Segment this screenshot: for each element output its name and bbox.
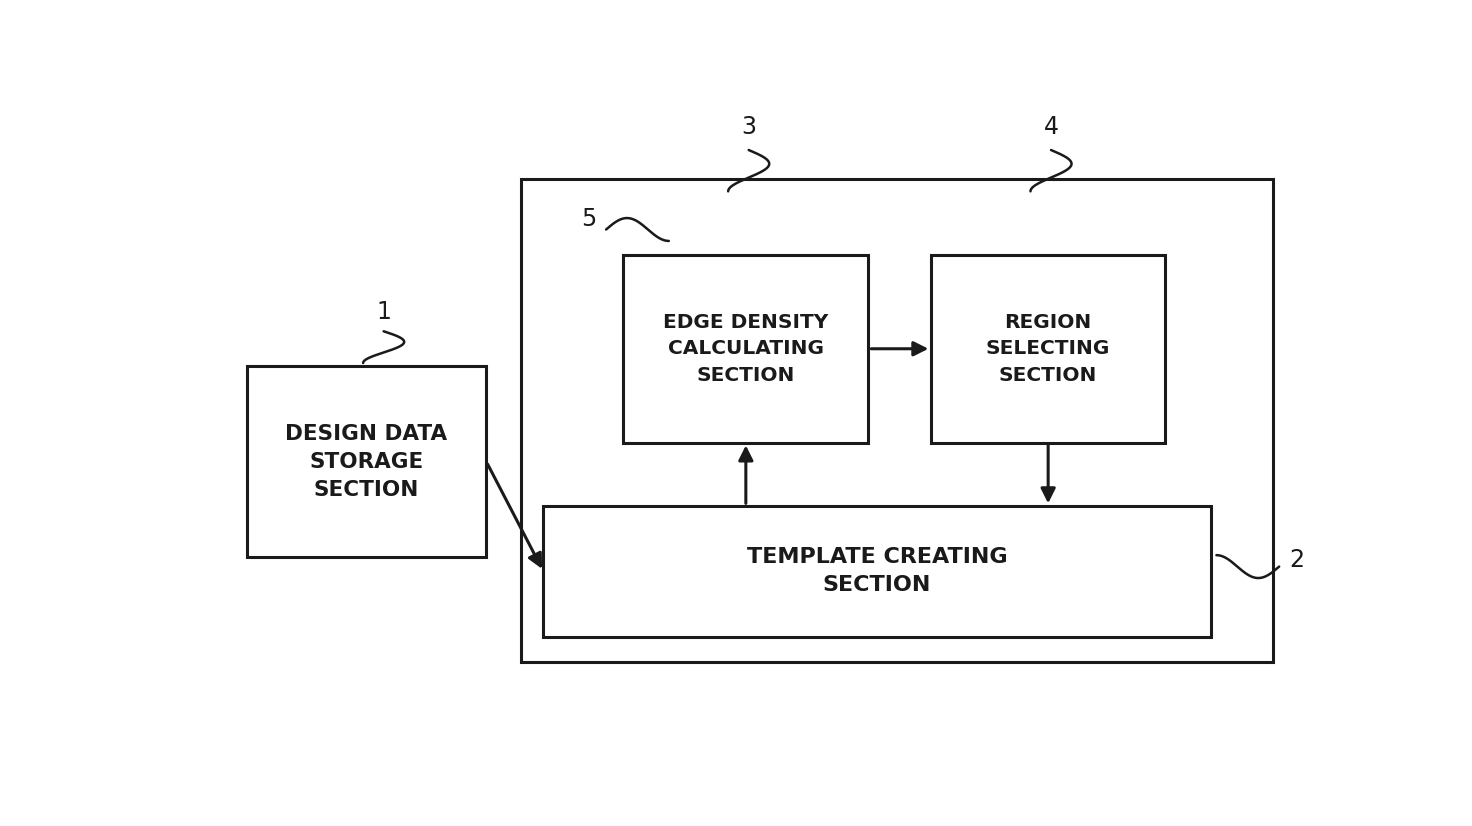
Bar xyxy=(521,178,1273,662)
Text: 1: 1 xyxy=(377,300,392,324)
Bar xyxy=(623,255,868,443)
Text: 3: 3 xyxy=(742,115,757,139)
Text: 5: 5 xyxy=(581,207,596,231)
Bar xyxy=(247,366,486,557)
Text: EDGE DENSITY
CALCULATING
SECTION: EDGE DENSITY CALCULATING SECTION xyxy=(664,313,829,385)
Text: 4: 4 xyxy=(1044,115,1058,139)
Text: TEMPLATE CREATING
SECTION: TEMPLATE CREATING SECTION xyxy=(746,548,1007,596)
Text: REGION
SELECTING
SECTION: REGION SELECTING SECTION xyxy=(986,313,1110,385)
Bar xyxy=(543,506,1210,637)
Bar xyxy=(932,255,1166,443)
Text: DESIGN DATA
STORAGE
SECTION: DESIGN DATA STORAGE SECTION xyxy=(286,424,447,500)
Text: 2: 2 xyxy=(1289,548,1304,572)
